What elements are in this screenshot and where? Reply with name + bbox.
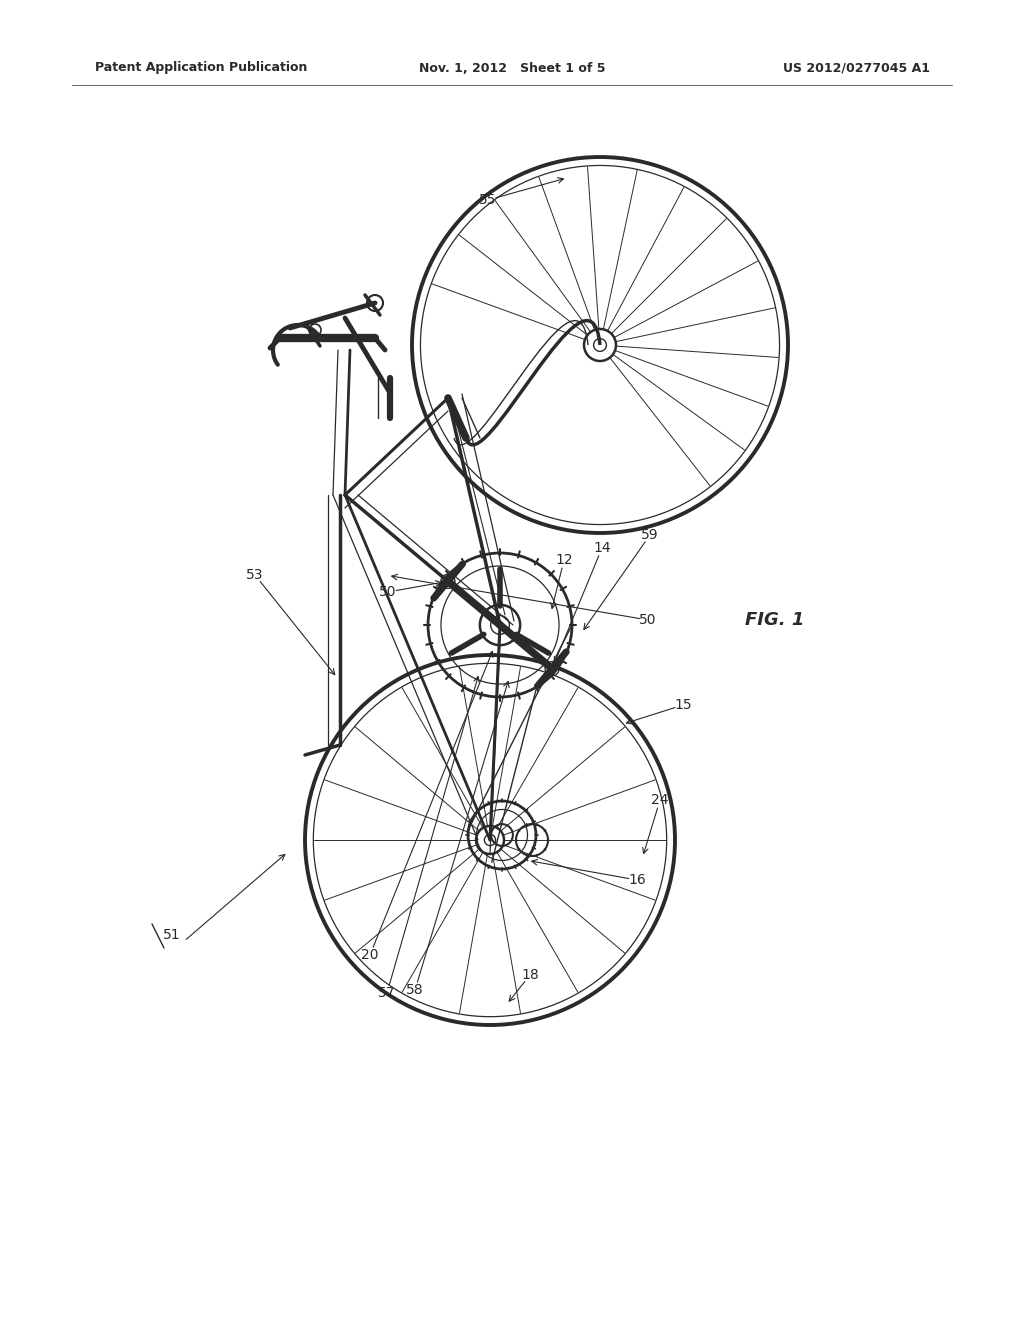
Text: 55: 55 [479, 193, 497, 207]
Text: 12: 12 [555, 553, 572, 568]
Text: Patent Application Publication: Patent Application Publication [95, 62, 307, 74]
Text: US 2012/0277045 A1: US 2012/0277045 A1 [783, 62, 930, 74]
Text: 20: 20 [361, 948, 379, 962]
Text: 14: 14 [593, 541, 610, 554]
Text: Nov. 1, 2012   Sheet 1 of 5: Nov. 1, 2012 Sheet 1 of 5 [419, 62, 605, 74]
Text: 50: 50 [379, 585, 396, 599]
Text: 51: 51 [163, 928, 181, 942]
Text: 24: 24 [651, 793, 669, 807]
Text: 18: 18 [521, 968, 539, 982]
Text: 59: 59 [641, 528, 658, 543]
Text: 58: 58 [407, 983, 424, 997]
Text: 53: 53 [246, 568, 264, 582]
Text: 16: 16 [628, 873, 646, 887]
Text: 15: 15 [674, 698, 692, 711]
Text: 57: 57 [378, 986, 395, 1001]
Text: 50: 50 [639, 612, 656, 627]
Text: FIG. 1: FIG. 1 [745, 611, 805, 630]
